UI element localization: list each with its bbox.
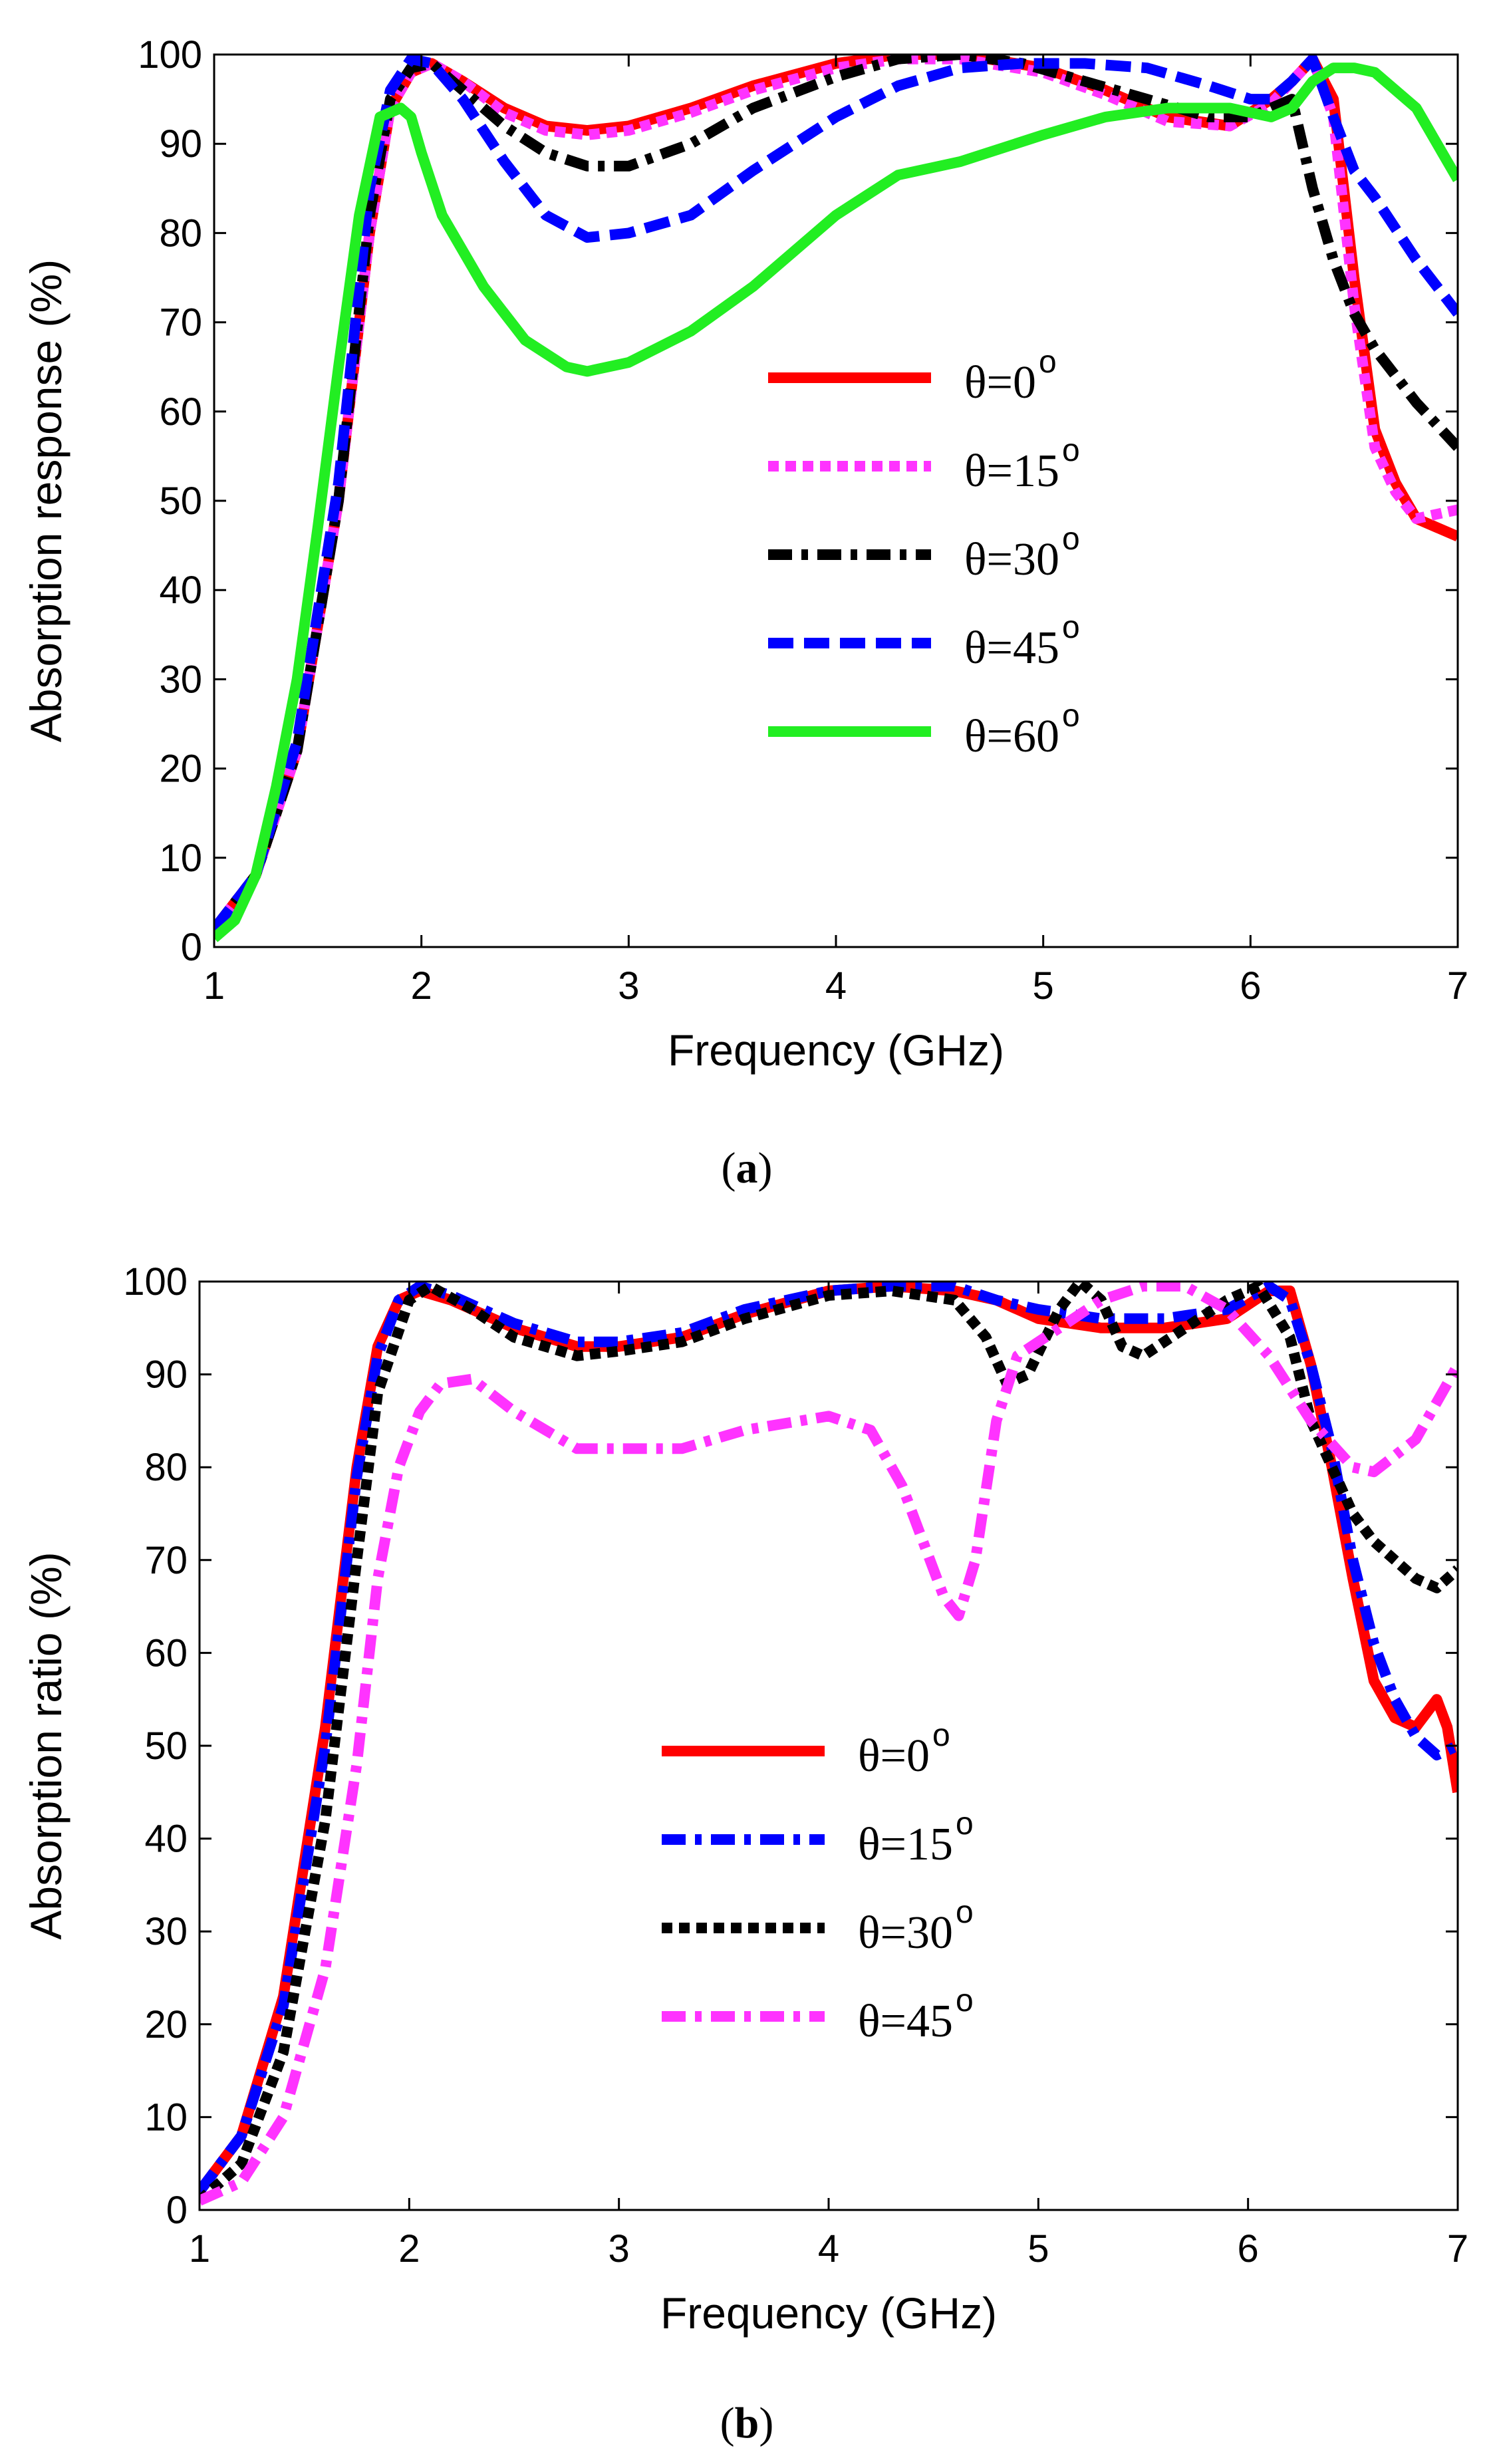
legend-label-superscript: o [1062, 521, 1080, 557]
x-tick-label: 5 [1033, 964, 1054, 1008]
y-axis-label: Absorption response (%) [21, 259, 70, 742]
legend-label-1: θ=0 [858, 1730, 930, 1782]
legend-label-superscript: o [1062, 698, 1080, 734]
series-line-3 [200, 1282, 1458, 2205]
series-line-3 [214, 55, 1458, 933]
y-tick-label: 40 [144, 1818, 188, 1861]
y-tick-label: 70 [144, 1539, 188, 1582]
y-tick-label: 80 [144, 1446, 188, 1489]
legend-label-2: θ=15 [964, 446, 1059, 497]
y-tick-label: 0 [181, 926, 202, 969]
y-tick-label: 20 [144, 2003, 188, 2046]
y-tick-label: 30 [144, 1910, 188, 1953]
legend: θ=0 oθ=15 oθ=30 oθ=45 o [662, 1718, 974, 2047]
x-tick-label: 1 [204, 964, 225, 1008]
y-tick-label: 50 [159, 479, 202, 523]
series-line-5 [214, 63, 1458, 942]
y-tick-label: 50 [144, 1724, 188, 1768]
legend-label-superscript: o [1062, 610, 1080, 645]
x-tick-label: 2 [411, 964, 432, 1008]
y-tick-label: 10 [144, 2096, 188, 2139]
legend-label-3: θ=30 [858, 1907, 953, 1959]
legend: θ=0 oθ=15 oθ=30 oθ=45 oθ=60 o [768, 344, 1080, 762]
caption-letter: a [736, 1144, 758, 1192]
legend-label-superscript: o [956, 1806, 974, 1842]
plot-area [214, 55, 1458, 947]
y-tick-label: 0 [166, 2189, 188, 2232]
x-tick-label: 2 [398, 2227, 420, 2270]
legend-label-4: θ=45 [858, 1996, 953, 2047]
series-line-2 [200, 1282, 1458, 2195]
caption-letter: b [735, 2399, 759, 2447]
panel-caption: (a) [722, 1144, 773, 1192]
y-tick-label: 20 [159, 748, 202, 791]
x-tick-label: 4 [825, 964, 847, 1008]
x-tick-label: 5 [1027, 2227, 1049, 2270]
x-tick-label: 6 [1240, 964, 1261, 1008]
y-tick-label: 80 [159, 211, 202, 255]
caption-paren-open: ( [722, 1144, 736, 1192]
y-tick-label: 60 [159, 390, 202, 434]
y-tick-label: 40 [159, 569, 202, 612]
y-tick-label: 30 [159, 658, 202, 701]
y-tick-label: 90 [144, 1353, 188, 1397]
x-tick-label: 3 [609, 2227, 630, 2270]
x-tick-label: 1 [189, 2227, 210, 2270]
caption-paren-open: ( [720, 2399, 735, 2447]
legend-label-2: θ=15 [858, 1819, 953, 1870]
legend-label-superscript: o [1062, 433, 1080, 468]
plot-area [200, 1282, 1458, 2210]
y-tick-label: 90 [159, 122, 202, 166]
caption-paren-close: ) [758, 1144, 773, 1192]
legend-label-1: θ=0 [964, 357, 1036, 408]
legend-label-superscript: o [956, 1895, 974, 1930]
x-tick-label: 7 [1447, 964, 1468, 1008]
x-tick-label: 6 [1238, 2227, 1259, 2270]
legend-label-4: θ=45 [964, 622, 1059, 674]
series-line-4 [214, 55, 1458, 933]
x-axis-label: Frequency (GHz) [660, 2288, 997, 2338]
x-tick-label: 4 [818, 2227, 839, 2270]
y-tick-label: 70 [159, 301, 202, 344]
y-axis-label: Absorption ratio (%) [21, 1552, 70, 1939]
legend-label-5: θ=60 [964, 711, 1059, 762]
x-tick-label: 7 [1447, 2227, 1468, 2270]
y-tick-label: 60 [144, 1631, 188, 1675]
legend-label-superscript: o [956, 1983, 974, 2018]
x-axis-label: Frequency (GHz) [668, 1026, 1004, 1075]
legend-label-superscript: o [1039, 344, 1057, 380]
series-line-4 [200, 1282, 1458, 2206]
panel-caption: (b) [720, 2399, 774, 2447]
x-tick-label: 3 [618, 964, 639, 1008]
series-group [200, 1282, 1458, 2206]
legend-label-superscript: o [932, 1718, 950, 1753]
y-tick-label: 100 [123, 1260, 188, 1303]
y-tick-label: 100 [138, 33, 202, 76]
y-tick-label: 10 [159, 837, 202, 880]
caption-paren-close: ) [759, 2399, 773, 2447]
legend-label-3: θ=30 [964, 534, 1059, 585]
